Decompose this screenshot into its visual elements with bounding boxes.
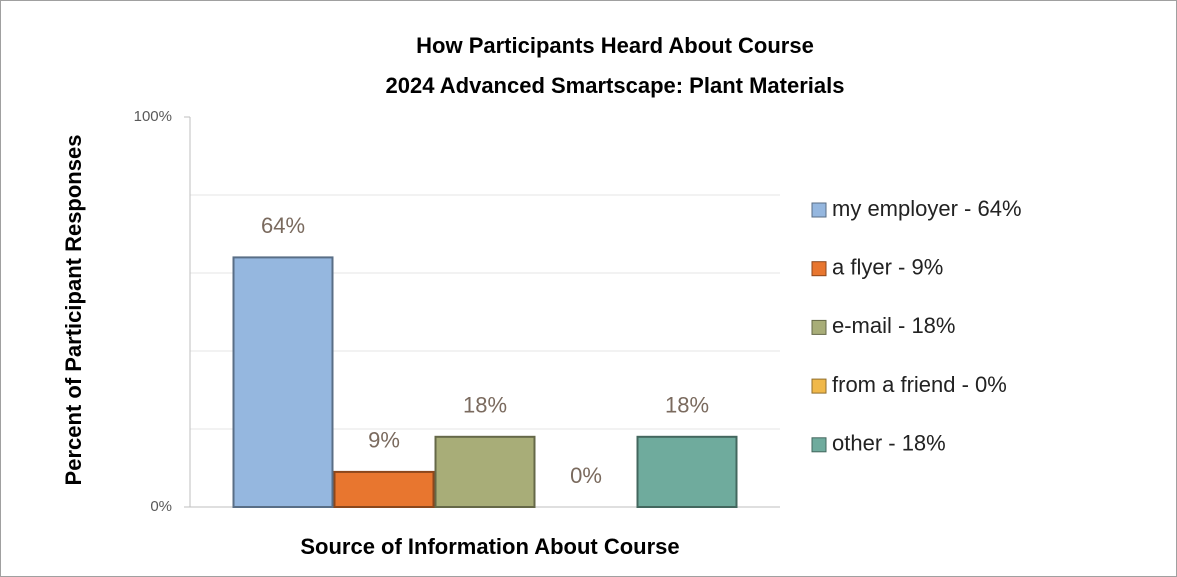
- y-tick-label: 100%: [134, 108, 172, 125]
- y-tick-label: 0%: [150, 498, 172, 515]
- bar: [333, 470, 435, 508]
- chart-title: How Participants Heard About Course: [416, 33, 814, 58]
- legend-swatch: [811, 437, 827, 453]
- bar: [434, 435, 536, 508]
- data-label: 9%: [368, 428, 400, 453]
- legend-label: e-mail - 18%: [832, 313, 955, 338]
- chart-subtitle: 2024 Advanced Smartscape: Plant Material…: [386, 73, 845, 98]
- legend-swatch: [811, 261, 827, 277]
- bar: [636, 435, 738, 508]
- data-label: 0%: [570, 463, 602, 488]
- legend-label: from a friend - 0%: [832, 372, 1007, 397]
- data-label: 18%: [463, 393, 507, 418]
- data-label: 64%: [261, 213, 305, 238]
- legend-label: a flyer - 9%: [832, 255, 943, 280]
- legend-label: my employer - 64%: [832, 196, 1022, 221]
- y-axis-label: Percent of Participant Responses: [61, 135, 86, 486]
- data-label: 18%: [665, 393, 709, 418]
- legend-swatch: [811, 378, 827, 394]
- legend-swatch: [811, 202, 827, 218]
- legend-label: other - 18%: [832, 431, 946, 456]
- x-axis-label: Source of Information About Course: [300, 534, 679, 559]
- legend-swatch: [811, 319, 827, 335]
- bar: [232, 256, 334, 508]
